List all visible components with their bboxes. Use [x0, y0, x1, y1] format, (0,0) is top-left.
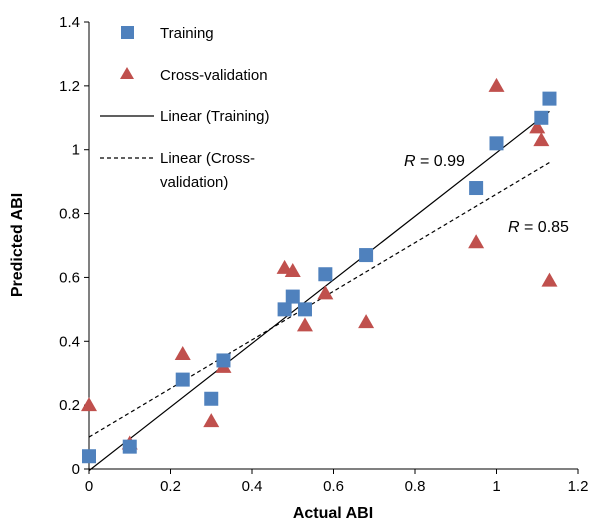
cross-validation-point — [468, 234, 485, 249]
x-tick-label: 0.6 — [323, 478, 344, 495]
x-tick-label: 1 — [492, 478, 500, 495]
cross-validation-point — [296, 317, 313, 332]
cross-validation-point — [81, 397, 97, 412]
cross-validation-point — [529, 119, 546, 134]
legend-cross-validation-label: Cross-validation — [160, 67, 268, 84]
trendline-cross-validation — [88, 161, 550, 438]
x-tick-label: 0.4 — [242, 478, 263, 495]
r-cv-value: = 0.85 — [520, 219, 569, 236]
y-tick-label: 1.4 — [59, 14, 80, 31]
cross-validation-point — [203, 413, 220, 428]
y-tick-label: 0.8 — [59, 206, 80, 223]
x-tick-label: 0.8 — [405, 478, 426, 495]
y-tick-label: 1.2 — [59, 78, 80, 95]
x-tick-label: 1.2 — [568, 478, 589, 495]
r-training-symbol: R — [404, 153, 416, 170]
training-point — [318, 267, 333, 282]
training-point — [534, 110, 549, 125]
training-point — [175, 372, 190, 387]
x-axis-title: Actual ABI — [293, 505, 373, 522]
y-tick-label: 0.6 — [59, 269, 80, 286]
cross-validation-point — [174, 346, 191, 361]
r-training-value: = 0.99 — [416, 153, 465, 170]
training-point — [122, 439, 137, 454]
training-point — [204, 391, 219, 406]
y-tick-label: 1 — [72, 142, 80, 159]
training-point — [285, 289, 300, 304]
y-axis-title: Predicted ABI — [9, 193, 26, 297]
legend-training-marker — [121, 26, 134, 39]
cross-validation-point — [488, 77, 505, 92]
y-tick-label: 0 — [72, 461, 80, 478]
x-tick-label: 0 — [85, 478, 93, 495]
y-tick-group: 0 0.2 0.4 0.6 0.8 1 1.2 1.4 — [59, 14, 89, 478]
trendline-group — [88, 110, 550, 472]
legend-linear-cv-label-line2: validation) — [160, 174, 228, 191]
legend-cross-validation-marker — [120, 67, 134, 79]
cross-validation-point — [317, 285, 334, 300]
training-point — [489, 136, 504, 151]
cross-validation-point — [284, 263, 301, 278]
training-point — [359, 248, 374, 263]
x-tick-label: 0.2 — [160, 478, 181, 495]
training-point — [469, 181, 484, 196]
legend-linear-training-label: Linear (Training) — [160, 108, 270, 125]
legend: Training Cross-validation Linear (Traini… — [100, 25, 270, 191]
y-tick-label: 0.2 — [59, 397, 80, 414]
cross-validation-point — [541, 272, 558, 287]
x-tick-group: 0 0.2 0.4 0.6 0.8 1 1.2 — [85, 469, 589, 495]
trendline-training — [88, 110, 550, 472]
r-training-annotation: R = 0.99 — [404, 153, 465, 170]
training-point — [297, 302, 312, 317]
r-cv-symbol: R — [508, 219, 520, 236]
training-point — [277, 302, 292, 317]
training-point — [216, 353, 231, 368]
cross-validation-point — [358, 314, 375, 329]
legend-linear-cv-label-line1: Linear (Cross- — [160, 150, 255, 167]
r-cv-annotation: R = 0.85 — [508, 219, 569, 236]
cross-validation-point — [533, 132, 550, 147]
legend-training-label: Training — [160, 25, 214, 42]
training-point — [542, 91, 557, 106]
data-point-group — [81, 77, 558, 464]
y-tick-label: 0.4 — [59, 333, 80, 350]
training-point — [82, 449, 96, 464]
